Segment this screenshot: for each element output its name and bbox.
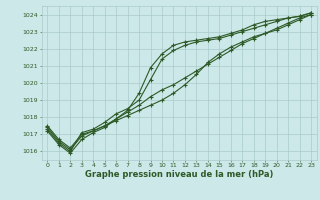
X-axis label: Graphe pression niveau de la mer (hPa): Graphe pression niveau de la mer (hPa) [85, 170, 273, 179]
